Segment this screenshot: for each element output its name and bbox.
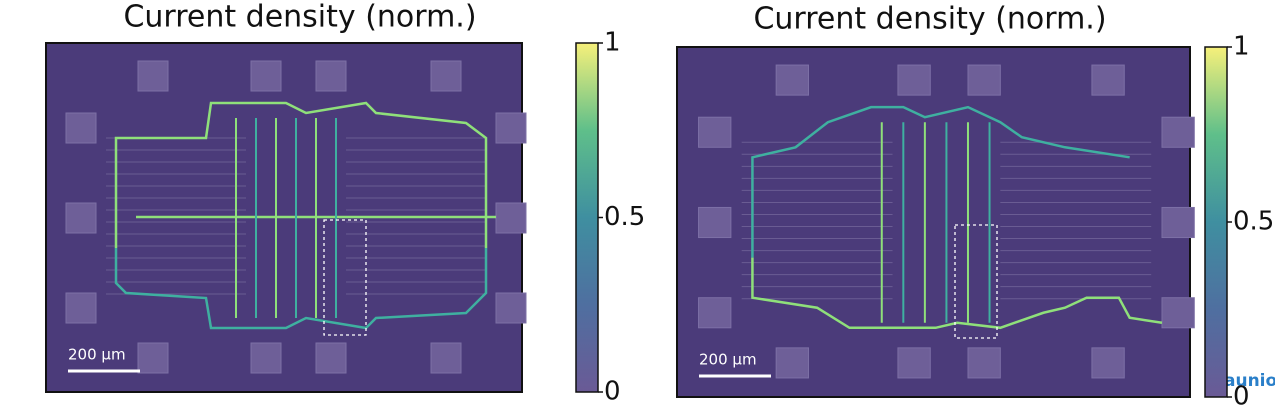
bond-pad: [430, 60, 462, 92]
colorbar-tick-label: 1: [1233, 32, 1250, 62]
bond-pad: [897, 347, 931, 379]
bond-pad: [1161, 206, 1195, 239]
bond-pad: [65, 202, 97, 234]
bond-pad: [775, 64, 809, 96]
current-path: [751, 257, 1163, 330]
bond-pad: [775, 347, 809, 379]
bond-pad: [495, 292, 527, 324]
bond-pad: [315, 342, 347, 374]
colorbar-tick-label: 1: [604, 28, 621, 58]
bond-pad: [495, 112, 527, 144]
bond-pad: [137, 60, 169, 92]
colorbar-tick-label: 0: [604, 377, 621, 407]
scale-bar-label: 200 µm: [699, 351, 757, 369]
bond-pad: [1091, 64, 1125, 96]
current-path: [751, 105, 1130, 258]
chip-image: [45, 42, 527, 393]
bond-pad: [250, 60, 282, 92]
colorbar-tick-label: 0.5: [604, 202, 645, 232]
panel-title: Current density (norm.): [123, 0, 476, 35]
colorbar-tick-label: 0.5: [1233, 207, 1274, 237]
current-path: [114, 248, 488, 330]
bond-pad: [1161, 116, 1195, 148]
panel-title: Current density (norm.): [753, 2, 1106, 37]
chip-image: [676, 46, 1195, 398]
scale-bar-label: 200 µm: [68, 346, 126, 364]
bond-pad: [897, 64, 931, 96]
bond-pad: [137, 342, 169, 374]
bond-pad: [1161, 297, 1195, 329]
current-path: [114, 101, 488, 248]
bond-pad: [250, 342, 282, 374]
colorbar: [1204, 46, 1228, 398]
bond-pad: [698, 206, 732, 239]
bond-pad: [65, 112, 97, 144]
bond-pad: [698, 116, 732, 148]
bond-pad: [698, 297, 732, 329]
bond-pad: [1091, 347, 1125, 379]
bond-pad: [967, 347, 1001, 379]
bond-pad: [430, 342, 462, 374]
highlight-box: [954, 224, 998, 339]
bond-pad: [495, 202, 527, 234]
bond-pad: [65, 292, 97, 324]
highlight-box: [323, 219, 367, 336]
colorbar-tick-label: 0: [1233, 382, 1250, 410]
watermark: aunion: [1224, 371, 1275, 391]
colorbar: [575, 42, 599, 393]
bond-pad: [315, 60, 347, 92]
image-frame: [676, 46, 1191, 398]
bond-pad: [967, 64, 1001, 96]
